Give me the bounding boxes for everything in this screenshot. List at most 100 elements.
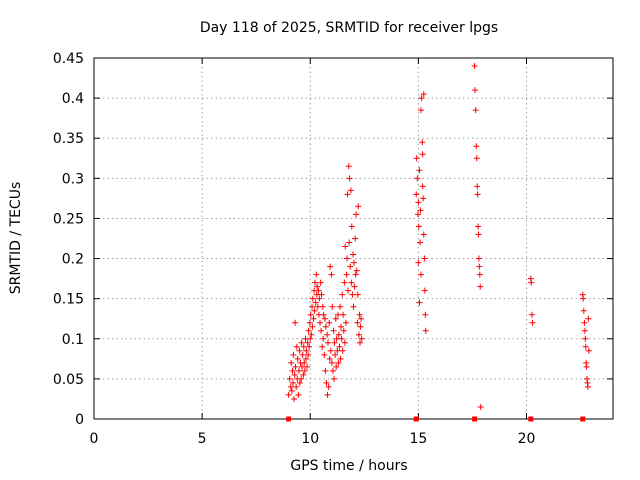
- data-point: [357, 323, 364, 330]
- y-tick-label: 0.1: [62, 332, 84, 348]
- data-point: [328, 359, 335, 366]
- data-point: [582, 343, 589, 350]
- data-point: [292, 319, 299, 326]
- data-point: [288, 359, 295, 366]
- data-point: [355, 203, 362, 210]
- data-point: [300, 371, 307, 378]
- data-point: [322, 367, 329, 374]
- data-point: [304, 363, 311, 370]
- data-point: [327, 347, 334, 354]
- data-point: [294, 355, 301, 362]
- y-tick-label: 0.45: [53, 51, 84, 67]
- data-point: [288, 387, 295, 394]
- x-tick-label: 10: [301, 431, 319, 447]
- data-point: [415, 223, 422, 230]
- data-point: [344, 255, 351, 262]
- data-point: [296, 347, 303, 354]
- data-point: [581, 327, 588, 334]
- data-point: [334, 347, 341, 354]
- data-point: [354, 319, 361, 326]
- data-point: [316, 319, 323, 326]
- data-point: [333, 363, 340, 370]
- data-point: [319, 303, 326, 310]
- data-point: [415, 199, 422, 206]
- data-point: [417, 239, 424, 246]
- data-point: [420, 195, 427, 202]
- data-point: [336, 343, 343, 350]
- data-point: [339, 347, 346, 354]
- x-tick-label: 5: [198, 431, 207, 447]
- data-point: [306, 343, 313, 350]
- data-point: [353, 211, 360, 218]
- data-point: [358, 315, 365, 322]
- data-point: [347, 187, 354, 194]
- data-point: [292, 363, 299, 370]
- baseline-marker: [528, 416, 534, 422]
- data-point: [472, 107, 479, 114]
- data-point: [475, 231, 482, 238]
- data-point: [473, 155, 480, 162]
- data-point: [309, 323, 316, 330]
- data-point: [293, 343, 300, 350]
- data-point: [337, 355, 344, 362]
- data-point: [417, 207, 424, 214]
- data-point: [329, 367, 336, 374]
- x-axis-label: GPS time / hours: [290, 458, 407, 474]
- data-point: [303, 347, 310, 354]
- data-point: [305, 351, 312, 358]
- data-point: [346, 175, 353, 182]
- data-point: [356, 311, 363, 318]
- data-point: [585, 315, 592, 322]
- data-point: [326, 355, 333, 362]
- y-axis-label: SRMTID / TECUs: [8, 182, 24, 295]
- data-point: [287, 383, 294, 390]
- data-point: [304, 339, 311, 346]
- data-point: [307, 311, 314, 318]
- y-tick-label: 0.3: [62, 171, 84, 187]
- data-point: [476, 271, 483, 278]
- data-point: [347, 263, 354, 270]
- data-point: [296, 367, 303, 374]
- data-point: [314, 283, 321, 290]
- data-point: [342, 243, 349, 250]
- data-points: [285, 63, 592, 422]
- data-point: [474, 191, 481, 198]
- data-point: [348, 223, 355, 230]
- data-point: [301, 367, 308, 374]
- data-point: [354, 291, 361, 298]
- y-tick-label: 0.4: [62, 91, 84, 107]
- y-tick-label: 0.2: [62, 252, 84, 268]
- y-tick-label: 0.05: [53, 372, 84, 388]
- data-point: [348, 279, 355, 286]
- data-point: [414, 175, 421, 182]
- data-point: [472, 87, 479, 94]
- data-point: [339, 291, 346, 298]
- data-point: [291, 371, 298, 378]
- baseline-marker: [472, 416, 478, 422]
- data-point: [420, 91, 427, 98]
- data-point: [416, 167, 423, 174]
- y-tick-label: 0.15: [53, 292, 84, 308]
- data-point: [289, 367, 296, 374]
- data-point: [334, 311, 341, 318]
- data-point: [349, 291, 356, 298]
- data-point: [324, 391, 331, 398]
- data-point: [420, 231, 427, 238]
- data-point: [298, 339, 305, 346]
- data-point: [350, 251, 357, 258]
- data-point: [323, 379, 330, 386]
- data-point: [475, 255, 482, 262]
- data-point: [301, 359, 308, 366]
- data-point: [328, 271, 335, 278]
- data-point: [293, 383, 300, 390]
- data-point: [318, 327, 325, 334]
- data-point: [344, 191, 351, 198]
- data-point: [350, 259, 357, 266]
- data-point: [285, 391, 292, 398]
- data-point: [310, 315, 317, 322]
- data-point: [419, 183, 426, 190]
- data-point: [584, 383, 591, 390]
- data-point: [358, 335, 365, 342]
- data-point: [421, 287, 428, 294]
- data-point: [296, 379, 303, 386]
